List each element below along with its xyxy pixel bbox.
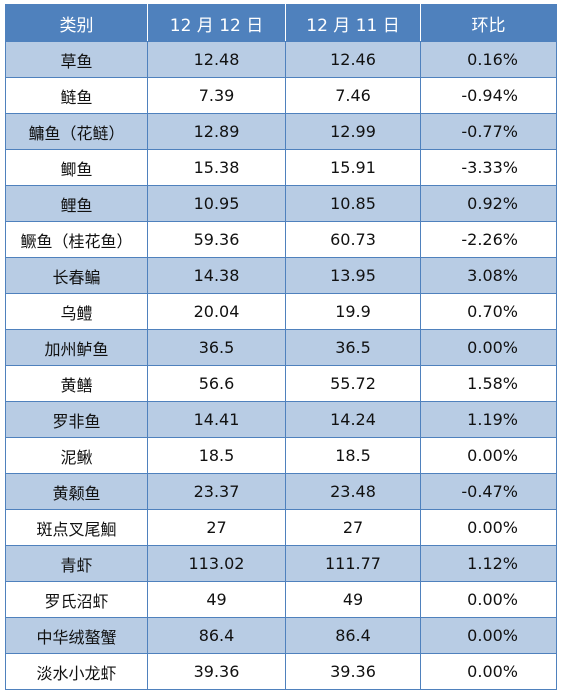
header-row: 类别 12 月 12 日 12 月 11 日 环比 <box>5 4 557 42</box>
row-previous: 14.24 <box>285 401 421 438</box>
row-change: -0.47% <box>420 473 557 510</box>
row-name: 罗非鱼 <box>5 401 148 438</box>
row-current: 15.38 <box>147 149 286 186</box>
row-current: 39.36 <box>147 653 286 690</box>
table-row: 罗氏沼虾 49 49 0.00% <box>5 581 557 618</box>
row-change: 1.19% <box>420 401 557 438</box>
table-row: 鲢鱼 7.39 7.46 -0.94% <box>5 77 557 114</box>
row-change: 0.16% <box>420 41 557 78</box>
row-name: 鲤鱼 <box>5 185 148 222</box>
row-change: 0.00% <box>420 437 557 474</box>
row-previous: 36.5 <box>285 329 421 366</box>
table-row: 乌鳢 20.04 19.9 0.70% <box>5 293 557 330</box>
table-row: 长春鳊 14.38 13.95 3.08% <box>5 257 557 294</box>
row-change: 0.00% <box>420 653 557 690</box>
row-previous: 12.46 <box>285 41 421 78</box>
table-row: 黄颡鱼 23.37 23.48 -0.47% <box>5 473 557 510</box>
row-name: 罗氏沼虾 <box>5 581 148 618</box>
row-previous: 7.46 <box>285 77 421 114</box>
row-name: 鲢鱼 <box>5 77 148 114</box>
row-previous: 19.9 <box>285 293 421 330</box>
row-current: 56.6 <box>147 365 286 402</box>
row-current: 23.37 <box>147 473 286 510</box>
row-previous: 86.4 <box>285 617 421 654</box>
row-previous: 55.72 <box>285 365 421 402</box>
header-date-previous: 12 月 11 日 <box>285 4 421 42</box>
table-row: 鳙鱼（花鲢） 12.89 12.99 -0.77% <box>5 113 557 150</box>
row-change: -0.94% <box>420 77 557 114</box>
row-current: 59.36 <box>147 221 286 258</box>
row-name: 淡水小龙虾 <box>5 653 148 690</box>
row-previous: 12.99 <box>285 113 421 150</box>
row-change: -0.77% <box>420 113 557 150</box>
row-change: 1.58% <box>420 365 557 402</box>
row-previous: 39.36 <box>285 653 421 690</box>
row-current: 113.02 <box>147 545 286 582</box>
row-previous: 23.48 <box>285 473 421 510</box>
row-current: 12.48 <box>147 41 286 78</box>
row-current: 20.04 <box>147 293 286 330</box>
table-row: 斑点叉尾鮰 27 27 0.00% <box>5 509 557 546</box>
row-name: 中华绒螯蟹 <box>5 617 148 654</box>
table-row: 泥鳅 18.5 18.5 0.00% <box>5 437 557 474</box>
row-previous: 49 <box>285 581 421 618</box>
row-name: 黄鳝 <box>5 365 148 402</box>
row-name: 鲫鱼 <box>5 149 148 186</box>
row-name: 草鱼 <box>5 41 148 78</box>
row-name: 鳜鱼（桂花鱼） <box>5 221 148 258</box>
row-name: 加州鲈鱼 <box>5 329 148 366</box>
row-current: 86.4 <box>147 617 286 654</box>
price-table: 类别 12 月 12 日 12 月 11 日 环比 草鱼 12.48 12.46… <box>5 4 557 690</box>
row-current: 10.95 <box>147 185 286 222</box>
table-row: 淡水小龙虾 39.36 39.36 0.00% <box>5 653 557 690</box>
table-row: 罗非鱼 14.41 14.24 1.19% <box>5 401 557 438</box>
row-change: 0.00% <box>420 617 557 654</box>
table-row: 青虾 113.02 111.77 1.12% <box>5 545 557 582</box>
row-name: 泥鳅 <box>5 437 148 474</box>
row-current: 49 <box>147 581 286 618</box>
row-current: 27 <box>147 509 286 546</box>
table-row: 黄鳝 56.6 55.72 1.58% <box>5 365 557 402</box>
row-current: 14.41 <box>147 401 286 438</box>
row-current: 36.5 <box>147 329 286 366</box>
row-name: 长春鳊 <box>5 257 148 294</box>
row-previous: 111.77 <box>285 545 421 582</box>
row-change: -3.33% <box>420 149 557 186</box>
row-previous: 60.73 <box>285 221 421 258</box>
row-change: 0.92% <box>420 185 557 222</box>
row-change: 0.00% <box>420 581 557 618</box>
row-change: 3.08% <box>420 257 557 294</box>
row-change: -2.26% <box>420 221 557 258</box>
table-row: 草鱼 12.48 12.46 0.16% <box>5 41 557 78</box>
row-change: 0.00% <box>420 509 557 546</box>
table-row: 鳜鱼（桂花鱼） 59.36 60.73 -2.26% <box>5 221 557 258</box>
row-current: 7.39 <box>147 77 286 114</box>
row-previous: 18.5 <box>285 437 421 474</box>
row-current: 18.5 <box>147 437 286 474</box>
row-name: 黄颡鱼 <box>5 473 148 510</box>
row-change: 1.12% <box>420 545 557 582</box>
row-name: 乌鳢 <box>5 293 148 330</box>
row-previous: 10.85 <box>285 185 421 222</box>
row-previous: 13.95 <box>285 257 421 294</box>
header-change: 环比 <box>420 4 557 42</box>
row-current: 12.89 <box>147 113 286 150</box>
header-date-current: 12 月 12 日 <box>147 4 286 42</box>
row-name: 斑点叉尾鮰 <box>5 509 148 546</box>
row-previous: 15.91 <box>285 149 421 186</box>
row-change: 0.70% <box>420 293 557 330</box>
row-previous: 27 <box>285 509 421 546</box>
header-category: 类别 <box>5 4 148 42</box>
table-row: 加州鲈鱼 36.5 36.5 0.00% <box>5 329 557 366</box>
table-row: 鲤鱼 10.95 10.85 0.92% <box>5 185 557 222</box>
row-change: 0.00% <box>420 329 557 366</box>
row-name: 鳙鱼（花鲢） <box>5 113 148 150</box>
row-current: 14.38 <box>147 257 286 294</box>
row-name: 青虾 <box>5 545 148 582</box>
table-row: 鲫鱼 15.38 15.91 -3.33% <box>5 149 557 186</box>
table-row: 中华绒螯蟹 86.4 86.4 0.00% <box>5 617 557 654</box>
